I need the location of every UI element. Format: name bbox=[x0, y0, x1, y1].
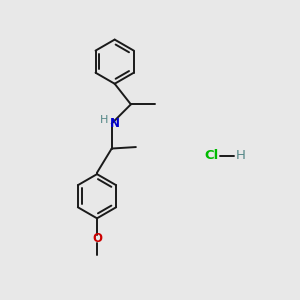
Text: Cl: Cl bbox=[205, 149, 219, 162]
Text: O: O bbox=[92, 232, 102, 245]
Text: N: N bbox=[110, 117, 120, 130]
Text: H: H bbox=[100, 115, 109, 125]
Text: H: H bbox=[236, 149, 246, 162]
